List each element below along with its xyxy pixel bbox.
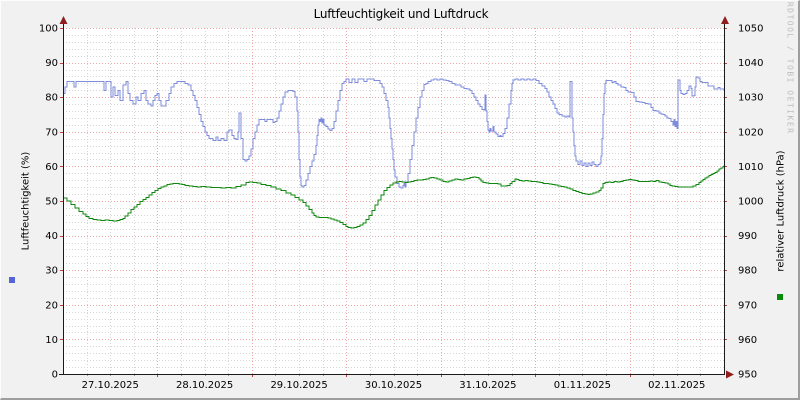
left-tick-label: 70	[45, 127, 58, 138]
left-axis-label: Luftfeuchtigkeit (%)	[20, 151, 32, 251]
right-tick-label: 1030	[738, 93, 763, 104]
x-tick-label: 31.10.2025	[459, 380, 516, 391]
rrdtool-watermark: RRDTOOL / TOBI OETIKER	[785, 0, 795, 135]
right-tick-label: 1040	[738, 58, 763, 69]
right-tick-label: 1020	[738, 127, 763, 138]
series-relativer-luftdruck	[63, 165, 725, 229]
left-tick-label: 20	[45, 300, 58, 311]
left-tick-label: 90	[45, 58, 58, 69]
left-tick-label: 0	[52, 370, 58, 381]
x-axis-arrow	[726, 370, 734, 379]
right-tick-label: 1010	[738, 162, 763, 173]
x-tick-label: 01.11.2025	[554, 380, 611, 391]
series-luftfeuchtigkeit	[63, 76, 725, 189]
right-tick-label: 950	[738, 370, 757, 381]
x-tick-label: 28.10.2025	[176, 380, 233, 391]
left-tick-label: 100	[39, 24, 58, 35]
x-tick-label: 29.10.2025	[270, 380, 327, 391]
left-tick-label: 30	[45, 266, 58, 277]
right-tick-label: 1050	[738, 24, 763, 35]
legend-swatch-pressure	[777, 294, 783, 300]
left-axis-arrow	[59, 16, 68, 24]
legend-swatch-humidity	[9, 277, 15, 283]
right-tick-label: 970	[738, 300, 757, 311]
left-tick-label: 80	[45, 93, 58, 104]
x-tick-label: 27.10.2025	[82, 380, 139, 391]
right-tick-label: 960	[738, 335, 757, 346]
left-tick-label: 60	[45, 162, 58, 173]
right-axis-arrow	[721, 16, 729, 24]
right-axis-label: relativer Luftdruck (hPa)	[775, 150, 787, 272]
left-tick-label: 50	[45, 197, 58, 208]
left-tick-label: 10	[45, 335, 58, 346]
x-tick-label: 30.10.2025	[365, 380, 422, 391]
chart-title: Luftfeuchtigkeit und Luftdruck	[313, 7, 489, 21]
right-tick-label: 990	[738, 231, 757, 242]
left-tick-label: 40	[45, 231, 58, 242]
right-tick-label: 980	[738, 266, 757, 277]
right-tick-label: 1000	[738, 197, 763, 208]
x-tick-label: 02.11.2025	[648, 380, 705, 391]
